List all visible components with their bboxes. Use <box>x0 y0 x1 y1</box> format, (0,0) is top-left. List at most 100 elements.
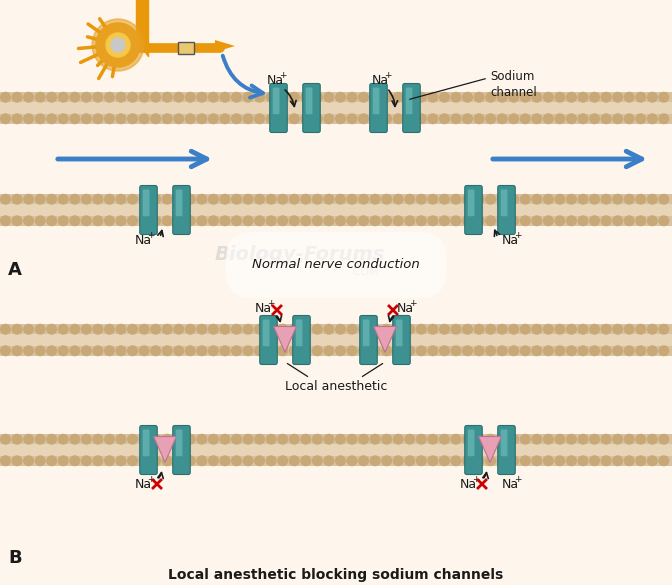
Circle shape <box>35 92 46 103</box>
Circle shape <box>566 433 577 445</box>
Circle shape <box>127 324 138 335</box>
Circle shape <box>485 455 496 466</box>
Circle shape <box>69 324 80 335</box>
Circle shape <box>254 455 265 466</box>
Circle shape <box>289 455 300 466</box>
Circle shape <box>485 92 496 103</box>
Circle shape <box>646 455 658 466</box>
Circle shape <box>392 433 404 445</box>
Circle shape <box>450 345 462 356</box>
Circle shape <box>81 433 92 445</box>
Circle shape <box>624 194 634 205</box>
Circle shape <box>81 324 92 335</box>
Circle shape <box>566 455 577 466</box>
Circle shape <box>532 345 542 356</box>
Circle shape <box>208 455 219 466</box>
Circle shape <box>265 92 277 103</box>
Circle shape <box>543 194 554 205</box>
FancyBboxPatch shape <box>501 429 507 456</box>
Circle shape <box>474 215 485 226</box>
FancyBboxPatch shape <box>140 425 157 474</box>
Circle shape <box>659 345 669 356</box>
Circle shape <box>81 92 92 103</box>
Text: +: + <box>472 476 480 484</box>
Circle shape <box>577 345 589 356</box>
Circle shape <box>439 215 450 226</box>
Circle shape <box>104 433 115 445</box>
Circle shape <box>347 324 358 335</box>
Circle shape <box>335 433 346 445</box>
Circle shape <box>646 194 658 205</box>
Circle shape <box>196 324 208 335</box>
Circle shape <box>381 92 392 103</box>
Circle shape <box>646 113 658 124</box>
FancyBboxPatch shape <box>303 84 321 132</box>
Circle shape <box>474 113 485 124</box>
Circle shape <box>474 433 485 445</box>
Circle shape <box>462 345 473 356</box>
Circle shape <box>554 215 565 226</box>
Circle shape <box>278 215 288 226</box>
Circle shape <box>104 215 115 226</box>
Circle shape <box>243 455 253 466</box>
Circle shape <box>635 345 646 356</box>
Circle shape <box>646 324 658 335</box>
Circle shape <box>635 324 646 335</box>
Text: +: + <box>147 232 155 240</box>
Circle shape <box>370 455 380 466</box>
Circle shape <box>439 113 450 124</box>
Circle shape <box>659 92 669 103</box>
Circle shape <box>601 345 612 356</box>
Circle shape <box>0 194 11 205</box>
Circle shape <box>23 455 34 466</box>
Circle shape <box>35 215 46 226</box>
Circle shape <box>347 194 358 205</box>
Circle shape <box>416 455 427 466</box>
Circle shape <box>231 194 242 205</box>
FancyBboxPatch shape <box>260 315 278 364</box>
FancyBboxPatch shape <box>263 319 269 346</box>
Circle shape <box>312 324 323 335</box>
Circle shape <box>312 215 323 226</box>
Circle shape <box>46 113 57 124</box>
Circle shape <box>278 345 288 356</box>
Circle shape <box>138 194 150 205</box>
Circle shape <box>381 215 392 226</box>
Text: Na: Na <box>255 301 271 315</box>
FancyBboxPatch shape <box>465 185 482 235</box>
Circle shape <box>243 433 253 445</box>
Circle shape <box>646 345 658 356</box>
Circle shape <box>127 345 138 356</box>
Circle shape <box>392 194 404 205</box>
Text: .COM: .COM <box>350 267 380 277</box>
Circle shape <box>577 113 589 124</box>
Circle shape <box>508 215 519 226</box>
Circle shape <box>35 433 46 445</box>
Circle shape <box>577 194 589 205</box>
Circle shape <box>111 38 125 52</box>
Circle shape <box>566 324 577 335</box>
Circle shape <box>659 113 669 124</box>
Circle shape <box>46 324 57 335</box>
Circle shape <box>173 92 184 103</box>
Circle shape <box>462 433 473 445</box>
Circle shape <box>104 92 115 103</box>
Circle shape <box>659 433 669 445</box>
Circle shape <box>462 113 473 124</box>
Circle shape <box>405 92 415 103</box>
Polygon shape <box>215 40 235 52</box>
Circle shape <box>405 455 415 466</box>
Circle shape <box>370 92 380 103</box>
Circle shape <box>450 92 462 103</box>
Circle shape <box>474 92 485 103</box>
Circle shape <box>508 194 519 205</box>
Circle shape <box>220 345 230 356</box>
Circle shape <box>23 215 34 226</box>
Circle shape <box>0 433 11 445</box>
Circle shape <box>116 92 126 103</box>
Circle shape <box>381 194 392 205</box>
Circle shape <box>589 215 600 226</box>
Circle shape <box>278 433 288 445</box>
Circle shape <box>370 345 380 356</box>
Circle shape <box>589 324 600 335</box>
